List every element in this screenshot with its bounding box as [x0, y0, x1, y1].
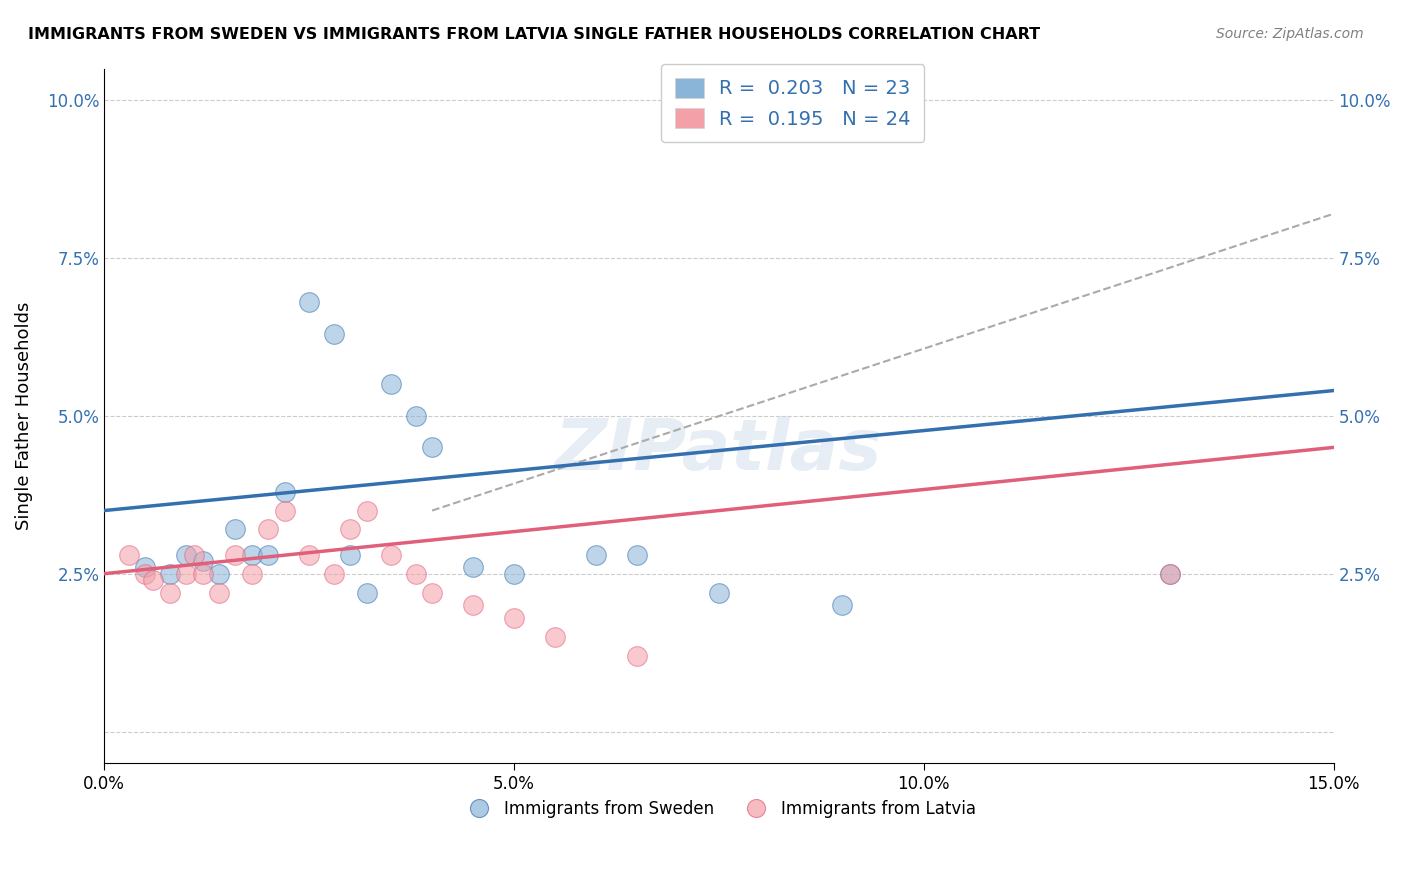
Point	[356, 585, 378, 599]
Point	[224, 548, 246, 562]
Point	[191, 554, 214, 568]
Point	[1159, 566, 1181, 581]
Point	[273, 484, 295, 499]
Point	[1159, 566, 1181, 581]
Text: IMMIGRANTS FROM SWEDEN VS IMMIGRANTS FROM LATVIA SINGLE FATHER HOUSEHOLDS CORREL: IMMIGRANTS FROM SWEDEN VS IMMIGRANTS FRO…	[28, 27, 1040, 42]
Point	[707, 585, 730, 599]
Point	[544, 630, 567, 644]
Point	[380, 377, 402, 392]
Point	[503, 611, 526, 625]
Point	[159, 566, 181, 581]
Point	[174, 566, 197, 581]
Point	[461, 560, 484, 574]
Point	[273, 503, 295, 517]
Point	[322, 326, 344, 341]
Point	[208, 566, 231, 581]
Legend: Immigrants from Sweden, Immigrants from Latvia: Immigrants from Sweden, Immigrants from …	[456, 793, 983, 824]
Point	[380, 548, 402, 562]
Point	[339, 523, 361, 537]
Point	[339, 548, 361, 562]
Point	[191, 566, 214, 581]
Point	[257, 548, 280, 562]
Point	[159, 585, 181, 599]
Point	[585, 548, 607, 562]
Point	[174, 548, 197, 562]
Point	[298, 548, 321, 562]
Point	[183, 548, 205, 562]
Point	[208, 585, 231, 599]
Y-axis label: Single Father Households: Single Father Households	[15, 301, 32, 530]
Point	[461, 599, 484, 613]
Point	[831, 599, 853, 613]
Point	[298, 295, 321, 310]
Point	[420, 441, 443, 455]
Point	[356, 503, 378, 517]
Point	[405, 566, 427, 581]
Point	[322, 566, 344, 581]
Point	[240, 548, 263, 562]
Point	[405, 409, 427, 423]
Point	[134, 566, 156, 581]
Text: Source: ZipAtlas.com: Source: ZipAtlas.com	[1216, 27, 1364, 41]
Point	[240, 566, 263, 581]
Point	[134, 560, 156, 574]
Point	[118, 548, 141, 562]
Point	[224, 523, 246, 537]
Point	[626, 548, 648, 562]
Point	[503, 566, 526, 581]
Point	[420, 585, 443, 599]
Point	[257, 523, 280, 537]
Text: ZIPatlas: ZIPatlas	[555, 416, 883, 485]
Point	[142, 573, 165, 587]
Point	[626, 648, 648, 663]
